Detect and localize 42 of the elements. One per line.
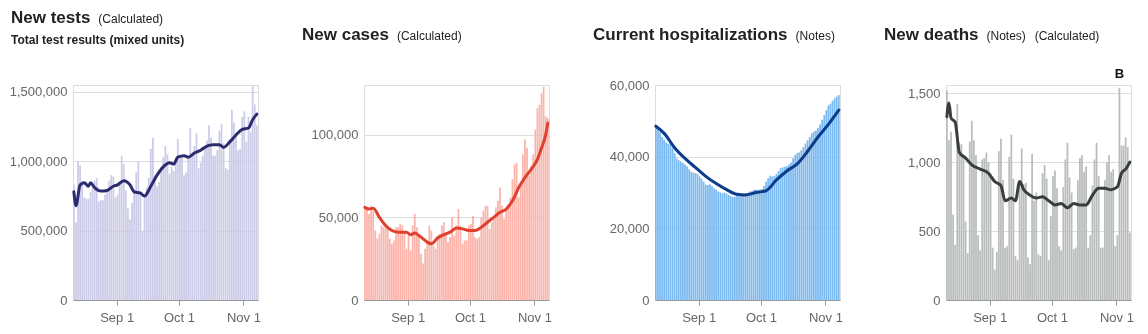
x-tick-label: Sep 1 [682,309,717,325]
y-tick-label: 100,000 [311,127,359,143]
chart-subtitle: Total test results (mixed units) [11,33,185,47]
x-tick-label: Sep 1 [973,309,1008,325]
x-tick-label: Oct 1 [1036,309,1069,325]
chart-title: Current hospitalizations [593,25,788,44]
text: (Calculated) [396,29,462,43]
y-tick-label: 1,000 [907,154,941,170]
text: (Calculated) [98,12,164,26]
chart-title: New cases [302,25,389,44]
y-tick-label: 0 [642,292,650,308]
y-tick-label: 1,500,000 [9,84,68,100]
y-tick-label: 20,000 [609,220,650,236]
x-tick-label: Sep 1 [100,309,135,325]
x-tick-label: Oct 1 [745,309,778,325]
x-tick-label: Sep 1 [391,309,426,325]
y-tick-label: 500,000 [20,223,68,239]
y-tick-label: 0 [60,292,68,308]
chart-title: New tests [11,8,91,27]
y-tick-label: 1,500 [907,85,941,101]
chart-title: New deaths [884,25,979,44]
line-series [945,101,1132,210]
y-tick-label: 1,000,000 [9,153,68,169]
annotation: B [1114,65,1125,81]
x-tick-label: Nov 1 [1099,309,1134,325]
y-tick-label: 40,000 [609,149,650,165]
y-tick-label: 0 [933,292,941,308]
line-series [72,112,259,208]
line-series [654,108,841,197]
x-tick-label: Nov 1 [517,309,552,325]
text: (Calculated) [1034,29,1100,43]
x-tick-label: Oct 1 [163,309,196,325]
y-tick-label: 0 [351,292,359,308]
y-tick-label: 60,000 [609,77,650,93]
y-tick-label: 50,000 [318,209,359,225]
x-tick-label: Nov 1 [808,309,843,325]
x-tick-label: Oct 1 [454,309,487,325]
y-tick-label: 500 [918,223,941,239]
text: (Notes) [986,29,1026,43]
x-tick-label: Nov 1 [226,309,261,325]
text: (Notes) [795,29,835,43]
line-series [363,121,550,246]
